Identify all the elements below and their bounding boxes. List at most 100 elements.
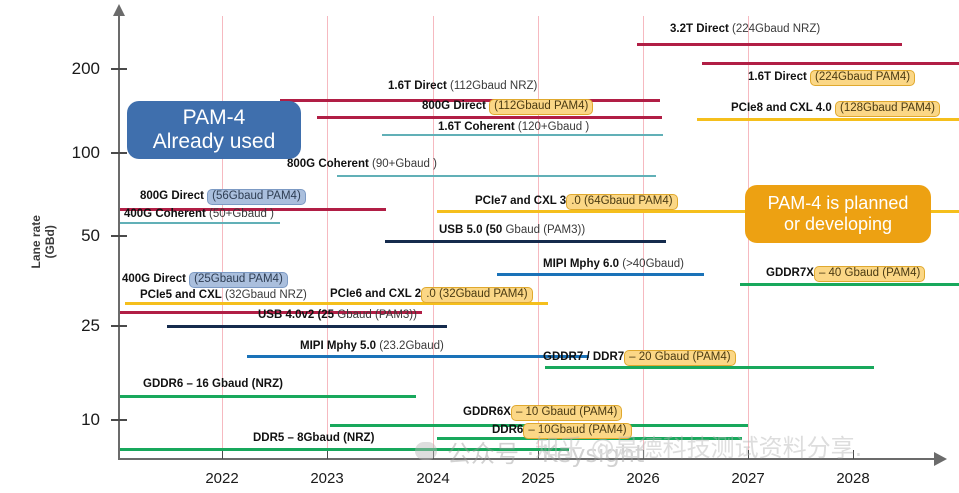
x-tick-2027 <box>748 450 749 459</box>
wechat-logo-icon <box>415 442 437 460</box>
bar-name: MIPI Mphy 5.0 <box>300 340 377 352</box>
bar-label-pcie7-cxl3: PCIe7 and CXL 3.0 (64Gbaud PAM4) <box>475 194 678 210</box>
x-tick-label-2028: 2028 <box>836 470 870 487</box>
watermark: 公众号 · Keysight 知乎 @是德科技测试资料分享. <box>415 432 959 472</box>
bar-name: 1.6T Coherent <box>438 121 515 133</box>
bar-label-usb-5-0: USB 5.0 (50 Gbaud (PAM3)) <box>439 224 585 237</box>
bar-name: 800G Direct <box>140 190 204 202</box>
bar-3-2t-direct <box>637 43 902 46</box>
y-axis-title-line1: Lane rate <box>29 215 44 269</box>
y-tick-25 <box>111 325 127 327</box>
bar-label-gddr7x: GDDR7X – 40 Gbaud (PAM4) <box>766 266 926 282</box>
bar-name: GDDR6 – 16 Gbaud (NRZ) <box>143 378 283 390</box>
bar-label-ddr5: DDR5 – 8Gbaud (NRZ) <box>253 432 375 445</box>
bar-rate: (128Gbaud PAM4) <box>834 101 941 117</box>
bar-label-1-6t-direct-112: 1.6T Direct (112Gbaud NRZ) <box>388 80 538 93</box>
bar-pcie8-cxl4 <box>697 118 959 121</box>
bar-name: 1.6T Direct <box>748 71 807 83</box>
callout-line2: or developing <box>783 214 893 234</box>
bar-rate: (224Gbaud NRZ) <box>732 23 821 35</box>
bar-rate: (32Gbaud NRZ) <box>221 289 307 301</box>
bar-rate: (25Gbaud PAM4) <box>189 272 288 288</box>
bar-rate: (>40Gbaud) <box>619 258 684 270</box>
bar-name: 3.2T Direct <box>670 23 729 35</box>
y-tick-200 <box>111 68 127 70</box>
y-tick-100 <box>111 152 127 154</box>
bar-label-gddr7-ddr7: GDDR7 / DDR7– 20 Gbaud (PAM4) <box>543 350 736 366</box>
bar-label-1-6t-direct-224: 1.6T Direct (224Gbaud PAM4) <box>748 70 916 86</box>
bar-gddr7-ddr7 <box>545 366 874 369</box>
bar-rate: .0 (32Gbaud PAM4) <box>421 287 533 303</box>
gridline-2025 <box>538 16 539 458</box>
x-tick-2028 <box>853 450 854 459</box>
bar-pcie6-cxl2 <box>125 302 548 305</box>
bar-label-800g-coherent: 800G Coherent (90+Gbaud ) <box>287 158 437 171</box>
y-axis-title-line2: (GBd) <box>43 225 57 259</box>
bar-name: GDDR7X <box>766 267 814 279</box>
bar-label-800g-direct-112: 800G Direct (112Gbaud PAM4) <box>422 99 594 115</box>
bar-rate: (23.2Gbaud) <box>376 340 444 352</box>
bar-rate: – 20 Gbaud (PAM4) <box>624 350 736 366</box>
x-tick-label-2022: 2022 <box>205 470 239 487</box>
bar-label-mipi-mphy-6: MIPI Mphy 6.0 (>40Gbaud) <box>543 258 684 271</box>
bar-label-gddr6: GDDR6 – 16 Gbaud (NRZ) <box>143 378 283 391</box>
bar-rate: Gbaud (PAM3)) <box>334 309 417 321</box>
y-tick-50 <box>111 235 127 237</box>
watermark-secondary: 知乎 @是德科技测试资料分享. <box>535 434 863 462</box>
y-tick-label-25: 25 <box>81 316 100 335</box>
callout-pam4-already-used: PAM-4 Already used <box>127 101 301 159</box>
bar-rate: .0 (64Gbaud PAM4) <box>566 194 678 210</box>
bar-name: MIPI Mphy 6.0 <box>543 258 620 270</box>
x-tick-label-2025: 2025 <box>521 470 555 487</box>
x-tick-2025 <box>538 450 539 459</box>
x-tick-2024 <box>433 450 434 459</box>
bar-1-6t-direct-112 <box>280 99 660 102</box>
bar-name: USB 4.0v2 (25 <box>258 309 335 321</box>
bar-name: PCIe6 and CXL 2 <box>330 288 422 300</box>
y-tick-label-100: 100 <box>71 143 100 162</box>
bar-pcie7-cxl3 <box>437 210 959 213</box>
x-tick-2026 <box>643 450 644 459</box>
x-tick-label-2027: 2027 <box>731 470 765 487</box>
bar-label-400g-coherent: 400G Coherent (50+Gbaud ) <box>124 208 274 221</box>
bar-800g-direct-56 <box>120 208 386 211</box>
bar-label-pcie5-cxl: PCIe5 and CXL (32Gbaud NRZ) <box>140 289 307 302</box>
callout-line2: Already used <box>152 130 276 153</box>
y-tick-10 <box>111 419 127 421</box>
bar-rate: (224Gbaud PAM4) <box>810 70 916 86</box>
bar-label-ddr6: DDR6– 10Gbaud (PAM4) <box>492 423 632 439</box>
x-axis-line <box>118 458 938 460</box>
bar-label-pcie6-cxl2: PCIe6 and CXL 2.0 (32Gbaud PAM4) <box>330 287 533 303</box>
bar-label-usb-4-0v2: USB 4.0v2 (25 Gbaud (PAM3)) <box>258 309 417 322</box>
bar-rate: (112Gbaud PAM4) <box>489 99 594 115</box>
bar-rate: (112Gbaud NRZ) <box>450 80 538 92</box>
bar-ddr5 <box>120 448 569 451</box>
bar-rate: – 10Gbaud (PAM4) <box>523 423 632 439</box>
bar-rate: (120+Gbaud ) <box>517 121 590 133</box>
bar-label-800g-direct-56: 800G Direct (56Gbaud PAM4) <box>140 189 306 205</box>
watermark-primary: 公众号 · Keysight <box>447 440 645 468</box>
bar-name: 800G Direct <box>422 100 486 112</box>
bar-ddr6 <box>437 437 742 440</box>
bar-name: DDR5 – 8Gbaud (NRZ) <box>253 432 375 444</box>
x-tick-label-2026: 2026 <box>626 470 660 487</box>
bar-usb-5-0 <box>385 240 666 243</box>
bar-name: USB 5.0 (50 <box>439 224 503 236</box>
bar-1-6t-direct-224 <box>702 62 959 65</box>
y-tick-label-50: 50 <box>81 226 100 245</box>
bar-name: DDR6 <box>492 424 524 436</box>
bar-usb-4-0v2 <box>167 325 447 328</box>
bar-400g-coherent <box>120 222 280 224</box>
bar-800g-coherent <box>337 175 656 177</box>
bar-rate: (50+Gbaud ) <box>209 208 274 220</box>
bar-name: GDDR6X <box>463 406 511 418</box>
y-tick-label-10: 10 <box>81 410 100 429</box>
bar-name: GDDR7 / DDR7 <box>543 351 625 363</box>
bar-name: PCIe7 and CXL 3 <box>475 195 567 207</box>
bar-label-pcie8-cxl4: PCIe8 and CXL 4.0 (128Gbaud PAM4) <box>731 101 941 117</box>
bar-rate: – 10 Gbaud (PAM4) <box>510 405 623 421</box>
gridline-2024 <box>433 16 434 458</box>
x-axis-arrow <box>934 452 947 466</box>
bar-label-gddr6x: GDDR6X – 10 Gbaud (PAM4) <box>463 405 623 421</box>
y-axis-title: Lane rate (GBd) <box>29 194 58 290</box>
